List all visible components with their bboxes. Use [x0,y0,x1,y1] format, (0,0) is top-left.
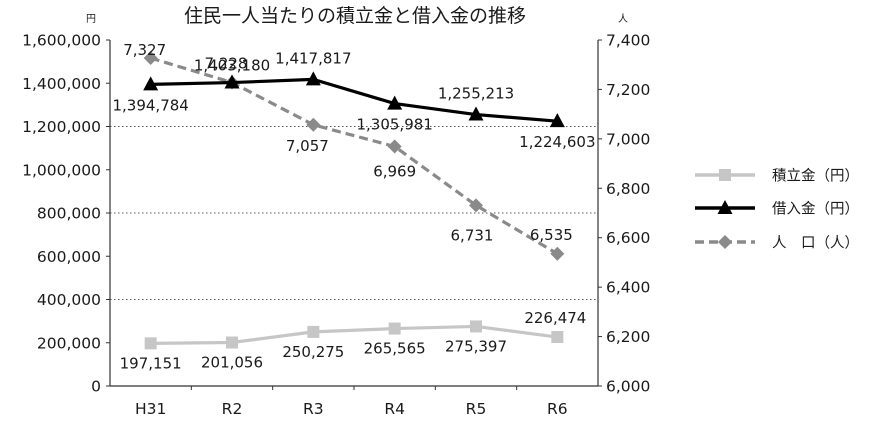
x-tick-label: R2 [222,400,243,418]
data-label: 7,327 [123,41,166,59]
legend-label: 借入金（円） [772,201,859,218]
gridlines [110,126,598,300]
series-1-marker [305,71,321,86]
right-tick-label: 6,000 [606,378,650,396]
right-tick-label: 7,000 [606,130,650,148]
series-2-marker [306,117,321,132]
series-line-2 [150,56,559,256]
series-1-marker [387,95,403,110]
right-axis-unit: 人 [618,13,628,25]
series-1-marker [549,113,565,128]
data-label: 1,224,603 [519,133,595,151]
data-label: 226,474 [524,309,586,327]
data-label: 250,275 [282,343,344,361]
right-tick-label: 6,800 [606,180,650,198]
left-tick-label: 1,000,000 [22,161,101,179]
x-tick-label: R3 [303,400,324,418]
data-label: 7,228 [205,55,248,73]
series-2-marker [387,139,402,154]
data-label: 265,565 [364,340,426,358]
chart-title: 住民一人当たりの積立金と借入金の推移 [184,5,526,27]
series-0-marker [226,336,238,349]
legend-marker-1 [717,200,733,214]
series-line-1 [150,77,558,123]
data-label: 201,056 [201,354,263,372]
data-label: 275,397 [445,337,507,355]
legend-label: 積立金（円） [772,168,859,185]
data-label: 1,255,213 [438,85,514,103]
x-tick-label: R5 [466,400,487,418]
series-0-marker [470,320,482,333]
data-label: 7,057 [286,137,329,155]
series-1-marker [143,76,159,91]
data-label: 1,305,981 [356,116,432,134]
legend-marker-0 [719,169,731,181]
data-label: 6,731 [451,226,494,244]
data-label: 1,403,180 [194,57,270,75]
data-label: 1,417,817 [275,49,351,67]
right-axis-ticks: 6,000 6,200 6,400 6,600 6,800 7,000 7,200 7,400 [598,32,650,396]
data-label: 6,535 [530,226,573,244]
left-axis-ticks: 0 200,000 400,000 600,000 800,000 1,000,000 1,… [22,32,110,396]
legend-label: 人 口（人） [772,235,859,252]
legend: 積立金（円） 借入金（円） 人 口（人） [695,168,859,252]
left-tick-label: 600,000 [37,248,101,266]
left-tick-label: 800,000 [37,205,101,223]
series-2-marker [143,51,158,66]
left-tick-label: 1,400,000 [22,75,101,93]
right-tick-label: 7,400 [606,32,650,50]
data-labels: 197,151 201,056 250,275 265,565 275,397 226,4… [112,41,595,372]
series-2-marker [550,246,565,261]
data-label: 197,151 [120,354,182,372]
right-tick-label: 6,400 [606,279,650,297]
left-tick-label: 200,000 [37,334,101,352]
right-tick-label: 7,200 [606,81,650,99]
left-tick-label: 1,200,000 [22,118,101,136]
left-axis-unit: 円 [86,14,96,25]
legend-marker-2 [718,235,732,249]
series-2-marker [469,198,483,213]
series-0-marker [144,337,157,350]
right-tick-label: 6,600 [606,229,650,247]
x-tick-label: H31 [135,400,166,418]
data-label: 1,394,784 [112,96,188,114]
series-line-0 [150,324,558,345]
x-tick-label: R6 [547,400,568,418]
data-label: 6,969 [373,163,416,181]
series-1-marker [468,106,484,121]
right-tick-label: 6,200 [606,328,650,346]
left-tick-label: 1,600,000 [22,32,101,50]
x-axis-ticks: H31 R2 R3 R4 R5 R6 [135,386,568,418]
series-1-marker [224,74,240,89]
series-layer [143,51,565,350]
series-0-marker [388,322,401,335]
series-0-marker [551,331,564,344]
x-tick-label: R4 [384,400,405,418]
left-tick-label: 400,000 [37,291,101,309]
series-0-marker [307,325,320,338]
left-tick-label: 0 [91,378,101,396]
